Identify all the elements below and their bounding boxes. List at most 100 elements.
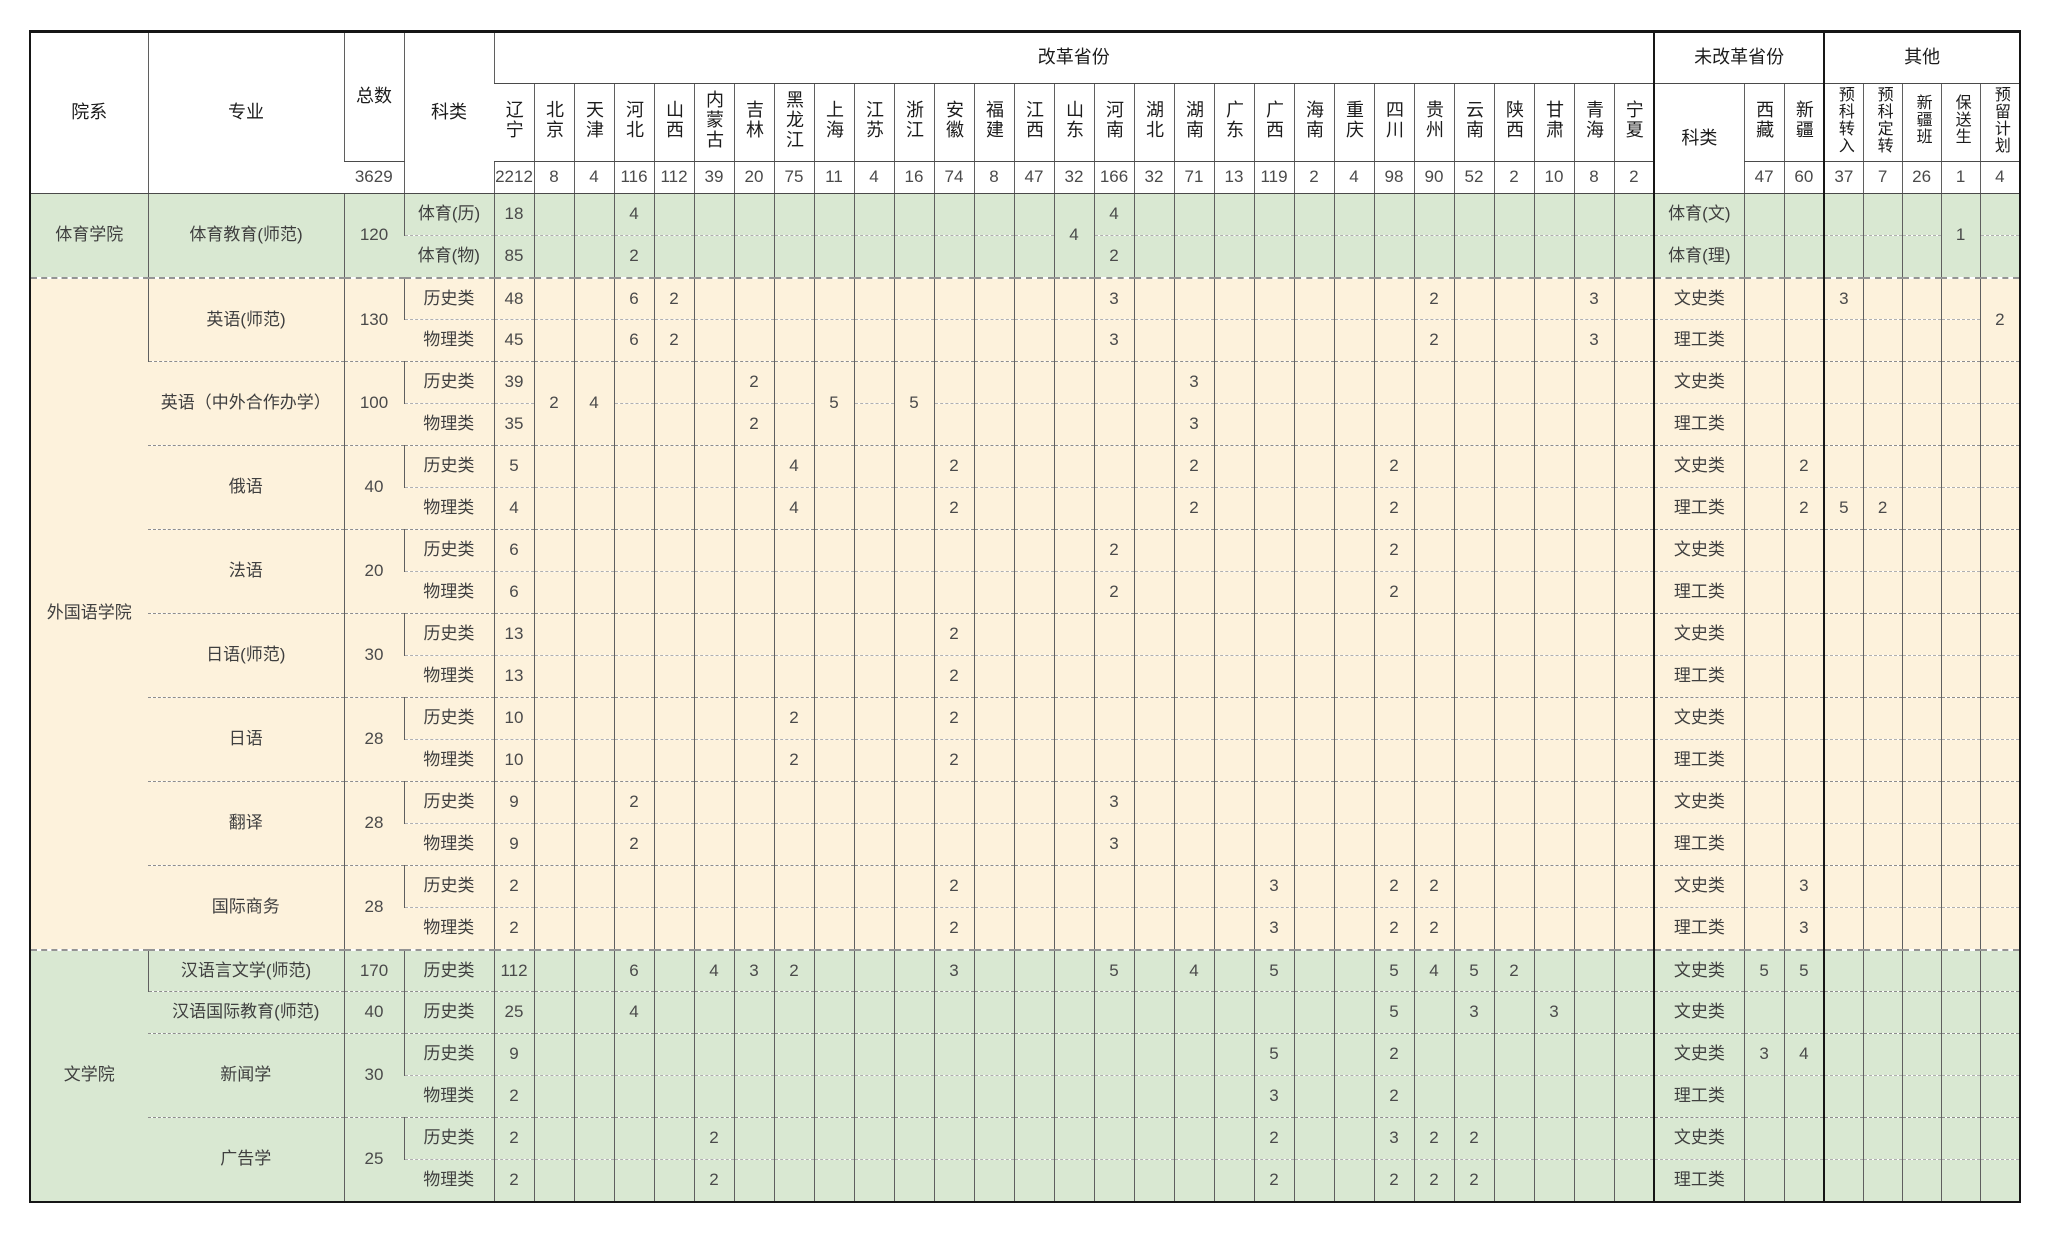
nonreform-kelei-cell: 文史类 xyxy=(1653,445,1745,488)
column-total-cell: 20 xyxy=(733,161,774,194)
empty-cell xyxy=(1823,1117,1864,1160)
empty-cell xyxy=(1013,1117,1054,1160)
empty-cell xyxy=(693,571,734,614)
nonreform-kelei-cell: 理工类 xyxy=(1653,319,1745,362)
province-header: 青海 xyxy=(1573,83,1614,162)
empty-cell xyxy=(653,1117,694,1160)
empty-cell xyxy=(1133,697,1174,740)
empty-cell xyxy=(973,487,1014,530)
empty-cell xyxy=(1493,907,1534,951)
empty-cell xyxy=(1862,571,1903,614)
empty-cell xyxy=(933,403,974,446)
empty-cell xyxy=(1533,487,1574,530)
empty-cell xyxy=(1743,235,1785,279)
empty-cell xyxy=(1573,529,1614,572)
empty-cell xyxy=(1133,1159,1174,1202)
empty-cell xyxy=(1901,697,1942,740)
kelei-header: 科类 xyxy=(403,31,494,194)
value-cell: 2 xyxy=(1373,487,1414,530)
kelei-cell: 物理类 xyxy=(404,823,494,866)
column-total-cell: 71 xyxy=(1173,161,1214,194)
empty-cell xyxy=(1573,613,1614,656)
empty-cell xyxy=(1901,235,1942,279)
empty-cell xyxy=(1743,1075,1785,1118)
empty-cell xyxy=(1333,949,1374,992)
empty-cell xyxy=(1783,991,1825,1034)
empty-cell xyxy=(973,571,1014,614)
empty-cell xyxy=(1862,193,1903,236)
empty-cell xyxy=(1373,823,1414,866)
table-row: 体育(物) 85 2 2 体育(理) xyxy=(30,235,2021,279)
empty-cell xyxy=(1862,403,1903,446)
value-cell: 3 xyxy=(1093,277,1134,320)
empty-cell xyxy=(1013,487,1054,530)
empty-cell xyxy=(1413,487,1454,530)
empty-cell xyxy=(1940,991,1981,1034)
empty-cell xyxy=(1613,1075,1655,1118)
empty-cell xyxy=(1013,991,1054,1034)
empty-cell xyxy=(653,697,694,740)
empty-cell xyxy=(1979,697,2021,740)
empty-cell xyxy=(1573,655,1614,698)
nonreform-kelei-cell: 文史类 xyxy=(1653,949,1745,992)
empty-cell xyxy=(1573,865,1614,908)
province-header-label: 贵州 xyxy=(1424,99,1444,140)
empty-cell xyxy=(1901,403,1942,446)
empty-cell xyxy=(773,823,814,866)
empty-cell xyxy=(733,739,774,782)
empty-cell xyxy=(1453,403,1494,446)
empty-cell xyxy=(1573,1117,1614,1160)
empty-cell xyxy=(1573,949,1614,992)
empty-cell xyxy=(1173,991,1214,1034)
empty-cell xyxy=(1743,655,1785,698)
empty-cell xyxy=(1823,1075,1864,1118)
value-cell: 4 xyxy=(1053,193,1094,279)
empty-cell xyxy=(1823,571,1864,614)
kelei-cell: 物理类 xyxy=(404,487,494,530)
empty-cell xyxy=(733,571,774,614)
value-cell: 2 xyxy=(1173,445,1214,488)
value-cell: 6 xyxy=(493,529,534,572)
empty-cell xyxy=(653,445,694,488)
value-cell: 2 xyxy=(493,1075,534,1118)
empty-cell xyxy=(1253,571,1294,614)
empty-cell xyxy=(1253,277,1294,320)
empty-cell xyxy=(1453,235,1494,279)
empty-cell xyxy=(1533,445,1574,488)
empty-cell xyxy=(653,949,694,992)
value-cell: 3 xyxy=(1093,319,1134,362)
empty-cell xyxy=(533,235,574,279)
empty-cell xyxy=(1493,823,1534,866)
empty-cell xyxy=(1823,655,1864,698)
empty-cell xyxy=(1783,823,1825,866)
empty-cell xyxy=(1979,907,2021,951)
empty-cell xyxy=(1133,823,1174,866)
kelei-cell: 物理类 xyxy=(404,907,494,951)
empty-cell xyxy=(733,529,774,572)
empty-cell xyxy=(853,865,894,908)
kelei-cell: 物理类 xyxy=(404,571,494,614)
province-header: 山西 xyxy=(653,83,694,162)
empty-cell xyxy=(1413,193,1454,236)
empty-cell xyxy=(1823,991,1864,1034)
empty-cell xyxy=(1253,235,1294,279)
column-total-cell: 10 xyxy=(1533,161,1574,194)
table-row: 物理类 2 2 3 2 2 理工类 3 xyxy=(30,907,2021,951)
empty-cell xyxy=(1783,781,1825,824)
value-cell: 3 xyxy=(733,949,774,992)
empty-cell xyxy=(1979,487,2021,530)
empty-cell xyxy=(1573,1075,1614,1118)
empty-cell xyxy=(973,865,1014,908)
empty-cell xyxy=(1979,865,2021,908)
empty-cell xyxy=(813,781,854,824)
empty-cell xyxy=(1333,613,1374,656)
empty-cell xyxy=(973,907,1014,951)
empty-cell xyxy=(1373,193,1414,236)
kelei-cell: 历史类 xyxy=(403,613,494,656)
empty-cell xyxy=(1743,823,1785,866)
empty-cell xyxy=(933,823,974,866)
empty-cell xyxy=(573,949,614,992)
value-cell: 5 xyxy=(1253,1033,1294,1076)
empty-cell xyxy=(653,781,694,824)
empty-cell xyxy=(1613,907,1655,951)
